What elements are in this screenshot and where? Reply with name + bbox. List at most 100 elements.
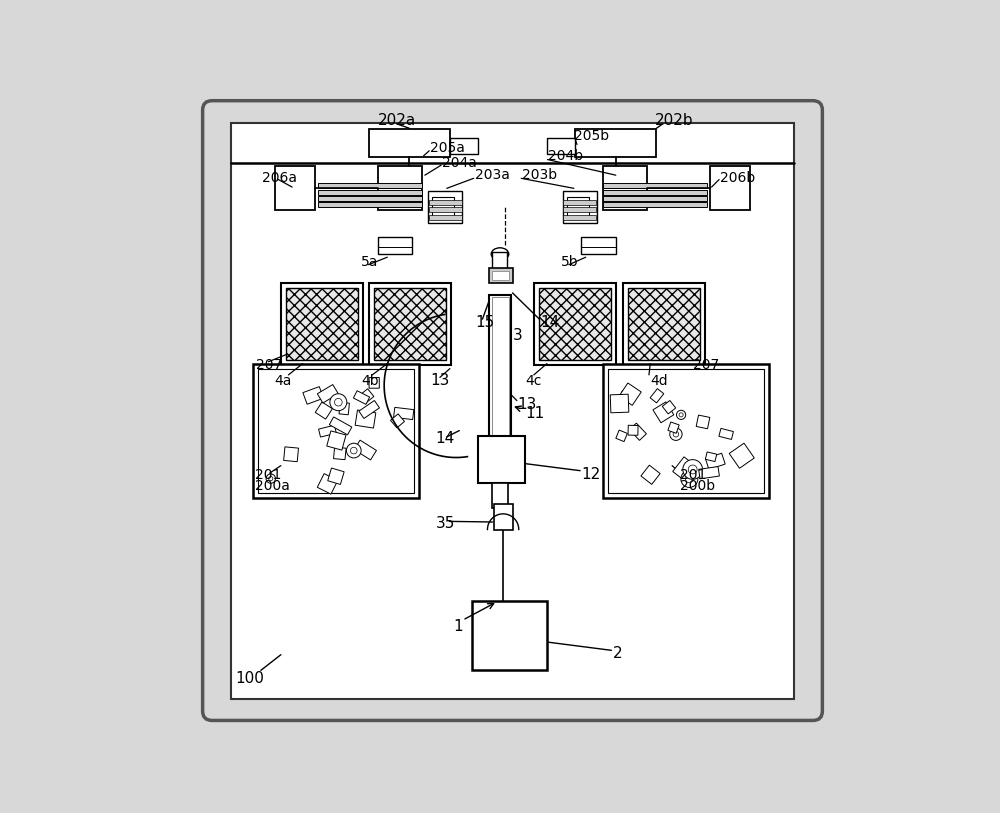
Bar xyxy=(539,289,611,360)
Bar xyxy=(478,436,525,483)
Bar xyxy=(603,363,769,498)
Bar xyxy=(719,428,733,440)
Bar xyxy=(563,191,597,223)
Text: 202a: 202a xyxy=(378,113,416,128)
Text: 200a: 200a xyxy=(255,479,289,493)
Bar xyxy=(327,431,346,450)
Bar xyxy=(318,196,422,201)
Bar xyxy=(603,167,647,211)
Bar xyxy=(629,423,646,441)
Bar xyxy=(623,284,705,366)
Bar xyxy=(616,430,627,441)
Bar xyxy=(729,443,754,468)
Circle shape xyxy=(266,474,275,483)
Text: 206a: 206a xyxy=(262,171,297,185)
Text: 202b: 202b xyxy=(655,113,694,128)
Bar xyxy=(429,215,462,220)
Bar xyxy=(359,401,379,419)
Text: 4c: 4c xyxy=(525,373,541,388)
Bar xyxy=(329,417,352,435)
Bar xyxy=(581,237,616,254)
Text: 12: 12 xyxy=(581,467,601,482)
Bar xyxy=(668,422,679,433)
Text: 203a: 203a xyxy=(475,168,510,182)
Circle shape xyxy=(269,476,273,480)
Bar xyxy=(621,390,633,400)
Bar xyxy=(355,410,376,428)
Text: 4d: 4d xyxy=(650,373,668,388)
Text: 15: 15 xyxy=(475,315,494,330)
Text: 100: 100 xyxy=(236,671,265,686)
Text: 13: 13 xyxy=(518,397,537,412)
Bar xyxy=(696,415,710,428)
Bar xyxy=(275,167,315,211)
Text: 204a: 204a xyxy=(442,155,477,170)
Bar xyxy=(339,402,349,415)
Bar xyxy=(328,468,344,485)
Bar xyxy=(472,602,547,671)
Bar xyxy=(378,167,422,211)
Bar xyxy=(492,271,509,280)
Bar xyxy=(318,183,422,189)
Bar xyxy=(489,267,512,284)
Bar xyxy=(450,138,478,154)
Circle shape xyxy=(335,398,342,406)
Bar xyxy=(258,368,414,493)
Bar xyxy=(369,377,379,389)
Bar xyxy=(374,289,446,360)
Bar xyxy=(317,385,338,403)
Bar xyxy=(432,197,454,219)
Text: 14: 14 xyxy=(541,315,560,330)
Bar xyxy=(334,447,346,459)
Bar xyxy=(317,474,338,494)
Text: 201: 201 xyxy=(680,468,707,482)
Bar xyxy=(534,284,616,366)
Bar xyxy=(390,414,404,428)
Bar xyxy=(650,389,664,403)
Circle shape xyxy=(346,443,361,458)
Circle shape xyxy=(330,393,347,411)
Bar xyxy=(286,289,358,360)
Text: 201: 201 xyxy=(255,468,281,482)
Text: 207: 207 xyxy=(256,358,282,372)
Bar xyxy=(354,440,376,460)
Text: 3: 3 xyxy=(512,328,522,343)
Bar xyxy=(673,457,699,483)
Circle shape xyxy=(677,411,686,420)
Bar xyxy=(710,167,750,211)
Text: 5a: 5a xyxy=(361,255,378,269)
Bar xyxy=(603,189,707,194)
Bar xyxy=(315,402,332,420)
Bar xyxy=(653,402,674,423)
Bar xyxy=(318,202,422,207)
Circle shape xyxy=(350,447,357,454)
Circle shape xyxy=(681,471,698,488)
Text: 4a: 4a xyxy=(275,373,292,388)
Text: 14: 14 xyxy=(435,431,454,446)
Text: 203b: 203b xyxy=(522,168,557,182)
Circle shape xyxy=(673,432,679,437)
Bar xyxy=(492,483,508,507)
Bar xyxy=(429,200,462,205)
Bar xyxy=(394,407,414,420)
Text: 1: 1 xyxy=(453,619,463,634)
Text: 4b: 4b xyxy=(361,373,379,388)
Text: 13: 13 xyxy=(430,373,449,388)
Bar xyxy=(369,284,451,366)
Text: 2: 2 xyxy=(613,646,622,661)
Bar xyxy=(619,383,641,406)
Ellipse shape xyxy=(491,248,509,260)
Text: 205b: 205b xyxy=(574,129,609,143)
Bar xyxy=(253,363,419,498)
Text: 207: 207 xyxy=(693,358,719,372)
Bar xyxy=(428,191,462,223)
Bar xyxy=(284,447,299,462)
Bar xyxy=(359,389,374,403)
Bar xyxy=(610,394,629,413)
Bar xyxy=(628,289,700,360)
Bar xyxy=(603,202,707,207)
Bar xyxy=(318,189,422,194)
Bar xyxy=(429,207,462,212)
Text: 200b: 200b xyxy=(680,479,715,493)
Bar xyxy=(567,197,589,219)
